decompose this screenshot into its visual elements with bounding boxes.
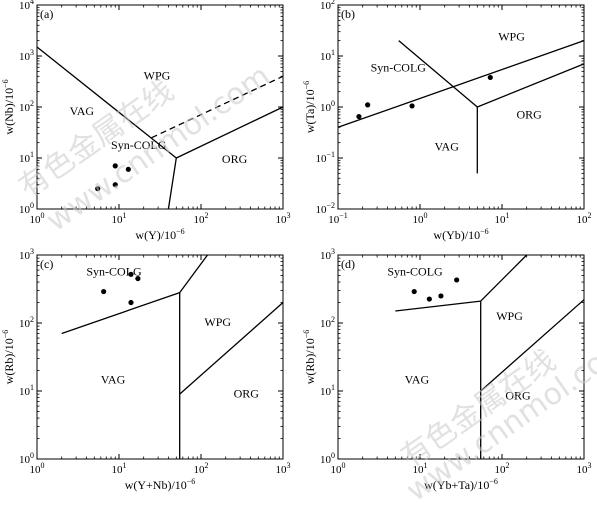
y-tick-label: 102	[19, 315, 34, 330]
boundary-line-2	[179, 254, 209, 293]
data-point	[135, 275, 141, 282]
region-label-wpg: WPG	[144, 68, 171, 82]
data-point	[101, 288, 107, 295]
y-tick-label: 101	[19, 383, 34, 398]
x-tick-label: 103	[276, 211, 291, 226]
panel-label: (b)	[341, 7, 355, 21]
y-tick-label: 102	[320, 315, 335, 330]
y-tick-label: 101	[320, 383, 335, 398]
region-label-vag: VAG	[70, 104, 95, 118]
region-label-syn-colg: Syn-COLG	[371, 60, 427, 74]
boundary-line-3	[477, 63, 585, 108]
region-label-wpg: WPG	[204, 315, 231, 329]
region-label-vag: VAG	[434, 140, 459, 154]
y-tick-label: 101	[19, 150, 34, 165]
region-label-org: ORG	[505, 388, 531, 402]
y-tick-label: 103	[19, 247, 34, 262]
region-label-vag: VAG	[405, 372, 430, 386]
data-point	[95, 186, 101, 192]
boundary-line-1	[395, 300, 481, 312]
x-tick-label: 101	[495, 211, 510, 226]
data-point	[438, 293, 444, 299]
data-point	[128, 271, 134, 277]
data-point	[454, 277, 460, 283]
boundary-line-2	[176, 106, 284, 159]
y-tick-label: 104	[19, 0, 34, 12]
figure: 100 101 102 103 100 101 102 103 104 WPG VAG Syn-COL…	[1, 0, 592, 492]
x-axis-label: w(Yb+Ta)/10−6	[424, 477, 498, 492]
data-point	[426, 296, 432, 302]
boundary-line-4	[179, 302, 284, 395]
boundary-line-1	[337, 39, 585, 128]
boundary-line-2	[398, 40, 478, 108]
boundary-line-3	[167, 157, 177, 210]
region-label-syn-colg: Syn-COLG	[387, 264, 443, 278]
region-label-org: ORG	[234, 387, 260, 401]
y-axis-label: w(Rb)/10−6	[302, 330, 317, 385]
plot-frame	[337, 254, 585, 460]
y-tick-label: 102	[19, 99, 34, 114]
x-tick-label: 101	[112, 211, 127, 226]
y-tick-label: 103	[19, 48, 34, 63]
chart-panel-4: 100 101 102 103 100 101 102 103 Syn-COLG WPG VAG OR…	[302, 247, 592, 492]
data-point	[409, 103, 415, 109]
dashed-boundary-line-4	[151, 75, 284, 139]
region-label-wpg: WPG	[498, 30, 525, 44]
y-tick-label: 102	[320, 0, 335, 12]
data-point	[356, 113, 362, 120]
panel-label: (c)	[40, 257, 53, 271]
data-point	[112, 163, 118, 169]
y-tick-label: 100	[320, 451, 335, 466]
y-tick-label: 10−1	[315, 150, 335, 165]
x-tick-label: 102	[495, 461, 510, 476]
y-tick-label: 100	[19, 201, 34, 216]
chart-panel-1: 100 101 102 103 100 101 102 103 104 WPG VAG Syn-COL…	[1, 0, 291, 242]
x-tick-label: 102	[194, 211, 209, 226]
region-label-syn-colg: Syn-COLG	[86, 264, 142, 278]
x-tick-label: 101	[112, 461, 127, 476]
boundary-line-2	[480, 254, 528, 302]
chart-panel-3: 100 101 102 103 100 101 102 103 Syn-COLG WPG VAG OR…	[1, 247, 291, 492]
data-point	[125, 166, 131, 172]
boundary-line-4	[480, 299, 585, 392]
y-tick-label: 101	[320, 48, 335, 63]
x-tick-label: 100	[413, 211, 428, 226]
x-axis-label: w(Y)/10−6	[135, 227, 184, 242]
region-label-org: ORG	[516, 107, 542, 121]
y-axis-label: w(Ta)/10−6	[302, 81, 317, 133]
y-tick-label: 10−2	[315, 201, 335, 216]
x-tick-label: 102	[577, 211, 592, 226]
x-axis-label: w(Y+Nb)/10−6	[125, 477, 196, 492]
data-point	[411, 288, 417, 295]
x-tick-label: 100	[30, 461, 45, 476]
region-label-syn-colg: Syn-COLG	[111, 138, 167, 152]
data-point	[365, 102, 371, 108]
region-label-wpg: WPG	[496, 309, 523, 323]
data-point	[112, 182, 118, 188]
x-tick-label: 100	[30, 211, 45, 226]
chart-panel-2: 10−1 100 101 10210−210−1100101102WPGSyn-COL…	[302, 0, 592, 242]
x-tick-label: 101	[413, 461, 428, 476]
y-tick-label: 100	[320, 99, 335, 114]
boundary-line-1	[61, 291, 180, 335]
plot-frame	[36, 254, 284, 460]
x-axis-label: w(Yb)/10−6	[433, 227, 488, 242]
panel-label: (a)	[40, 7, 53, 21]
y-tick-label: 100	[19, 451, 34, 466]
y-axis-label: w(Nb)/10−6	[1, 79, 16, 134]
region-label-org: ORG	[222, 152, 248, 166]
plot-frame	[337, 4, 585, 210]
boundary-line-1	[36, 46, 177, 159]
y-tick-label: 103	[320, 247, 335, 262]
region-label-vag: VAG	[101, 372, 126, 386]
x-tick-label: 103	[276, 461, 291, 476]
data-point	[487, 74, 493, 81]
data-point	[128, 299, 134, 306]
y-axis-label: w(Rb)/10−6	[1, 330, 16, 385]
x-tick-label: 102	[194, 461, 209, 476]
x-tick-label: 103	[577, 461, 592, 476]
panel-label: (d)	[341, 257, 355, 271]
x-tick-label: 10−1	[328, 211, 348, 226]
x-tick-label: 100	[331, 461, 346, 476]
